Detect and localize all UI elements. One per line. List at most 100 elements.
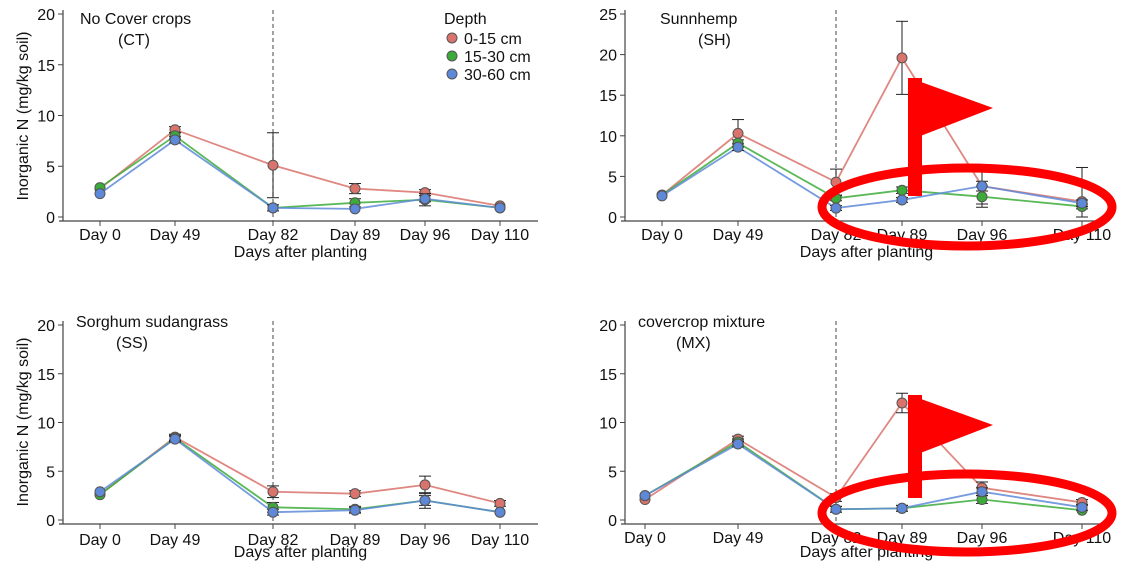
y-tick-label: 10 bbox=[599, 129, 617, 146]
data-point bbox=[267, 159, 279, 171]
panel-subtitle: (MX) bbox=[676, 335, 711, 352]
flag-icon bbox=[910, 395, 993, 457]
data-point bbox=[732, 141, 744, 153]
series-line bbox=[644, 401, 1083, 504]
y-tick-label: 0 bbox=[608, 513, 617, 530]
data-point bbox=[349, 488, 361, 500]
series-3 bbox=[639, 438, 1088, 515]
data-point bbox=[1076, 501, 1088, 513]
panel-subtitle: (CT) bbox=[118, 32, 150, 49]
panel-title: Sunnhemp bbox=[660, 11, 737, 28]
y-tick-label: 0 bbox=[46, 210, 55, 227]
series-line bbox=[99, 128, 501, 207]
data-point bbox=[830, 503, 842, 515]
data-point bbox=[419, 479, 431, 491]
series-1 bbox=[656, 20, 1088, 218]
y-tick-label: 20 bbox=[37, 318, 55, 335]
x-tick-label: Day 49 bbox=[150, 227, 201, 244]
series-1 bbox=[94, 124, 506, 212]
flag-marker-bottom bbox=[908, 395, 993, 498]
y-tick-label: 20 bbox=[37, 7, 55, 24]
legend-title: Depth bbox=[444, 11, 487, 28]
data-point bbox=[896, 52, 908, 64]
series-line bbox=[661, 146, 1083, 210]
series-line bbox=[99, 134, 501, 209]
x-axis-title: Days after planting bbox=[234, 544, 367, 561]
y-tick-label: 5 bbox=[608, 169, 617, 186]
legend-swatch bbox=[446, 50, 458, 62]
y-tick-label: 15 bbox=[37, 367, 55, 384]
panel-title: Sorghum sudangrass bbox=[76, 314, 228, 331]
ellipse-highlight-top bbox=[817, 163, 1117, 251]
series-1 bbox=[639, 392, 1088, 508]
data-point bbox=[896, 194, 908, 206]
y-tick-label: 5 bbox=[46, 464, 55, 481]
y-tick-label: 10 bbox=[37, 416, 55, 433]
legend-label: 0-15 cm bbox=[464, 31, 522, 48]
x-tick-label: Day 0 bbox=[79, 532, 121, 549]
panel-subtitle: (SS) bbox=[116, 335, 148, 352]
series-1 bbox=[94, 431, 506, 509]
data-point bbox=[896, 502, 908, 514]
x-tick-label: Day 96 bbox=[957, 530, 1008, 547]
series-3 bbox=[656, 141, 1088, 214]
data-point bbox=[896, 184, 908, 196]
series-line bbox=[644, 442, 1083, 511]
x-tick-label: Day 89 bbox=[330, 532, 381, 549]
panel-title: No Cover crops bbox=[80, 11, 191, 28]
flag-icon bbox=[910, 78, 993, 140]
x-tick-label: Day 49 bbox=[150, 532, 201, 549]
y-tick-label: 15 bbox=[599, 367, 617, 384]
y-tick-label: 5 bbox=[608, 464, 617, 481]
x-tick-label: Day 82 bbox=[248, 532, 299, 549]
data-point bbox=[830, 202, 842, 214]
data-point bbox=[267, 486, 279, 498]
y-tick-label: 20 bbox=[599, 318, 617, 335]
x-tick-label: Day 89 bbox=[330, 227, 381, 244]
data-point bbox=[169, 134, 181, 146]
series-line bbox=[99, 436, 501, 505]
y-tick-label: 15 bbox=[37, 58, 55, 75]
x-axis-title: Days after planting bbox=[800, 244, 933, 261]
series-3 bbox=[94, 134, 506, 215]
data-point bbox=[656, 190, 668, 202]
legend-swatch bbox=[446, 32, 458, 44]
legend-label: 30-60 cm bbox=[464, 67, 531, 84]
y-axis-title: Inorganic N (mg/kg soil) bbox=[15, 32, 32, 201]
x-tick-label: Day 96 bbox=[400, 227, 451, 244]
y-tick-label: 0 bbox=[608, 210, 617, 227]
x-tick-label: Day 110 bbox=[471, 227, 530, 244]
annotation-overlay bbox=[817, 78, 1117, 557]
data-point bbox=[419, 495, 431, 506]
x-tick-label: Day 0 bbox=[79, 227, 121, 244]
x-tick-label: Day 110 bbox=[471, 532, 530, 549]
x-tick-label: Day 0 bbox=[641, 227, 683, 244]
y-axis-title: Inorganic N (mg/kg soil) bbox=[15, 338, 32, 507]
data-point bbox=[732, 127, 744, 139]
panel-title: covercrop mixture bbox=[638, 314, 765, 331]
chart-panel-1: 0 5 10 15 20 Day 0 Day 49 Day 82 Day 89 Day 96 Day… bbox=[15, 7, 538, 261]
data-point bbox=[976, 191, 988, 203]
y-tick-label: 15 bbox=[599, 88, 617, 105]
data-point bbox=[267, 202, 279, 214]
data-point bbox=[494, 506, 506, 518]
y-tick-label: 0 bbox=[46, 513, 55, 530]
series-line bbox=[99, 437, 501, 514]
series-3 bbox=[94, 433, 506, 518]
x-tick-label: Day 0 bbox=[624, 530, 666, 547]
y-tick-label: 10 bbox=[37, 109, 55, 126]
legend-swatch bbox=[446, 68, 458, 80]
y-tick-label: 5 bbox=[46, 159, 55, 176]
x-tick-label: Day 96 bbox=[957, 227, 1008, 244]
data-point bbox=[169, 433, 181, 445]
chart-panels: 0 5 10 15 20 Day 0 Day 49 Day 82 Day 89 Day 96 Day… bbox=[15, 7, 1111, 561]
series-line bbox=[661, 142, 1083, 208]
data-point bbox=[94, 486, 106, 498]
data-point bbox=[976, 486, 988, 498]
chart-panel-3: 0 5 10 15 20 Day 0 Day 49 Day 82 Day 89 Day 96 Day… bbox=[15, 314, 538, 561]
y-tick-label: 10 bbox=[599, 416, 617, 433]
x-axis-title: Days after planting bbox=[234, 244, 367, 261]
legend-label: 15-30 cm bbox=[464, 49, 531, 66]
data-point bbox=[896, 397, 908, 409]
